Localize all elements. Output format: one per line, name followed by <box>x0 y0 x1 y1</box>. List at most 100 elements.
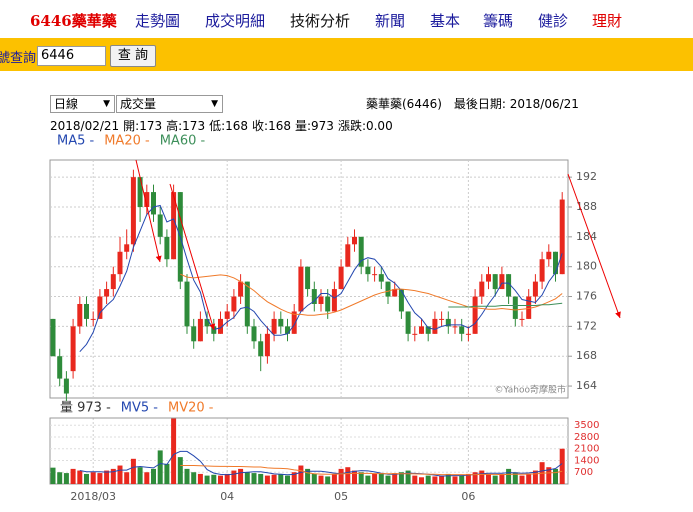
candle-body <box>532 281 538 297</box>
mv-line <box>180 465 563 476</box>
volume-bar <box>238 468 244 484</box>
stock-line: 藥華藥(6446) 最後日期: 2018/06/21 <box>366 97 579 111</box>
nav-link[interactable]: 成交明細 <box>205 12 266 30</box>
candle-body <box>519 318 525 320</box>
y-tick-label: 184 <box>576 230 597 243</box>
volume-bar <box>378 473 384 484</box>
candle-body <box>372 274 378 276</box>
search-input[interactable]: 6446 <box>37 46 106 66</box>
ma-line <box>180 273 563 316</box>
volume-bar <box>184 468 190 484</box>
volume-bar <box>452 476 458 484</box>
volume-bar <box>218 475 223 484</box>
candle-body <box>104 289 110 297</box>
candle-body <box>412 333 418 335</box>
candle-body <box>164 236 170 260</box>
volume-bar <box>398 472 404 484</box>
candle-body <box>137 177 143 208</box>
candle-body <box>465 333 471 335</box>
y-tick-label: 2100 <box>574 444 599 455</box>
nav-link[interactable]: 籌碼 <box>483 12 514 30</box>
volume-bar <box>117 465 123 484</box>
volume-bar <box>445 473 451 484</box>
volume-bar <box>465 473 471 484</box>
nav-link[interactable]: 技術分析 <box>290 12 351 30</box>
candle-body <box>358 236 364 267</box>
volume-bar <box>526 473 532 484</box>
volume-bar <box>90 472 96 484</box>
volume-bar <box>479 470 485 484</box>
candle-body <box>231 296 237 312</box>
candle-body <box>419 326 424 334</box>
candle-body <box>70 326 76 372</box>
nav-link[interactable]: 理財 <box>592 12 623 30</box>
candle-body <box>57 356 63 379</box>
candle-body <box>271 318 277 334</box>
mv-line <box>79 450 563 477</box>
search-bar: 號查詢 6446 查 詢 <box>0 38 693 71</box>
volume-bar <box>137 467 143 484</box>
candle-body <box>539 259 545 282</box>
y-tick-label: 192 <box>576 170 597 183</box>
candle-body <box>117 251 123 275</box>
candle-body <box>345 244 351 267</box>
volume-bar <box>244 472 250 484</box>
volume-bar <box>419 477 424 484</box>
y-tick-label: 180 <box>576 260 597 273</box>
candle-body <box>298 266 304 312</box>
volume-bar <box>231 470 237 484</box>
candle-body <box>392 289 398 297</box>
volume-bar <box>171 418 177 484</box>
nav-link[interactable]: 走勢圖 <box>135 12 181 30</box>
candle-body <box>439 318 445 320</box>
candle-body <box>50 318 56 357</box>
volume-bar <box>197 473 203 484</box>
candle-body <box>77 303 83 327</box>
nav-link[interactable]: 健診 <box>538 12 569 30</box>
info-value: 173 <box>139 119 163 133</box>
x-tick-label: 2018/03 <box>70 490 116 503</box>
candle-body <box>171 192 177 260</box>
search-button[interactable]: 查 詢 <box>110 45 156 67</box>
nav-link[interactable]: 6446藥華藥 <box>30 12 117 30</box>
candle-body <box>291 311 297 334</box>
legend-item: MA60 - <box>160 134 206 149</box>
candle-body <box>492 274 498 290</box>
period-select[interactable]: 日線 ▼ <box>50 95 115 113</box>
nav-link[interactable]: 基本 <box>430 12 461 30</box>
ma-line <box>79 204 563 353</box>
indicator-select[interactable]: 成交量 ▼ <box>116 95 223 113</box>
candle-body <box>472 296 478 334</box>
volume-bar <box>285 475 290 484</box>
volume-bar <box>365 475 371 484</box>
volume-bar <box>110 468 116 484</box>
volume-bar <box>506 468 512 484</box>
volume-bar <box>492 475 498 484</box>
info-label: 收: <box>252 119 269 133</box>
candle-body <box>144 192 150 208</box>
info-label: 漲跌: <box>337 119 366 133</box>
info-field: 低:168 <box>209 119 248 133</box>
nav-link[interactable]: 新聞 <box>375 12 406 30</box>
legend-item: MA5 - <box>57 134 95 149</box>
candle-body <box>311 289 317 304</box>
y-tick-label: 172 <box>576 319 597 332</box>
candle-body <box>318 296 324 304</box>
candle-body <box>459 326 465 334</box>
info-value: 0.00 <box>365 119 393 133</box>
volume-bar <box>104 470 110 484</box>
volume-bar <box>325 476 331 484</box>
candle-body <box>285 326 290 334</box>
candle-body <box>157 214 163 237</box>
y-tick-label: 176 <box>576 290 597 303</box>
info-value: 973 <box>311 119 334 133</box>
volume-bar <box>358 472 364 484</box>
candle-body <box>130 177 136 245</box>
volume-bar <box>291 472 297 484</box>
candle-body <box>553 251 558 275</box>
volume-bar <box>151 468 156 484</box>
annotation-arrow <box>169 183 216 331</box>
volume-bar <box>432 476 438 484</box>
candle-body <box>110 274 116 290</box>
candle-body <box>546 251 552 260</box>
